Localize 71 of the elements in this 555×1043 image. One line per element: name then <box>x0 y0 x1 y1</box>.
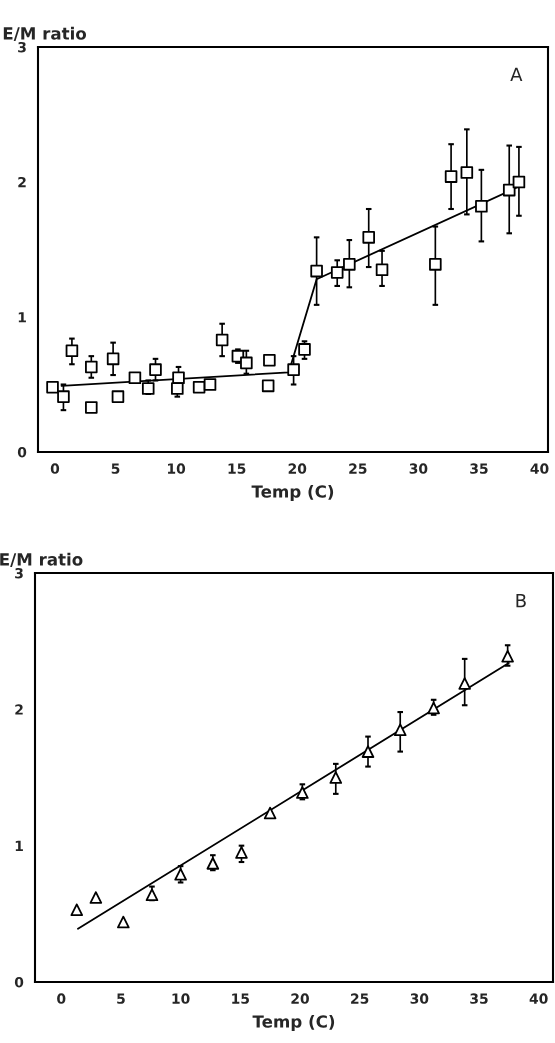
point <box>298 343 311 356</box>
point <box>263 353 276 367</box>
x-tick-label: 25 <box>349 463 367 474</box>
annotation: B <box>516 594 526 608</box>
y-tick-label: 2 <box>18 176 26 188</box>
point <box>512 175 526 189</box>
x-tick-label: 10 <box>168 463 186 474</box>
point <box>89 891 103 904</box>
point <box>393 723 407 737</box>
point <box>475 200 488 213</box>
point <box>330 266 344 279</box>
x-tick-label: 10 <box>172 993 190 1004</box>
point <box>106 352 120 366</box>
y-axis-title: E/M ratio <box>0 552 83 567</box>
point <box>57 390 70 403</box>
point <box>203 378 217 391</box>
point <box>70 903 84 917</box>
x-tick-label: 30 <box>410 993 429 1004</box>
point <box>240 356 253 370</box>
x-tick-label: 40 <box>530 463 549 474</box>
point <box>85 401 98 414</box>
point <box>460 166 474 179</box>
point <box>215 333 229 347</box>
y-tick-label: 3 <box>18 41 26 53</box>
x-tick-label: 15 <box>228 463 246 474</box>
point <box>235 846 248 859</box>
point <box>172 371 185 385</box>
x-tick-label: 5 <box>111 463 120 474</box>
point <box>149 363 162 376</box>
x-tick-label: 30 <box>409 463 428 474</box>
point <box>502 183 516 197</box>
x-tick-label: 35 <box>470 463 488 474</box>
y-tick-label: 1 <box>15 840 23 851</box>
x-tick-label: 20 <box>288 463 307 474</box>
y-tick-label: 3 <box>15 567 23 579</box>
point <box>128 371 142 385</box>
x-tick-label: 0 <box>50 463 60 474</box>
point <box>287 363 300 376</box>
x-tick-label: 15 <box>232 993 249 1004</box>
point <box>427 701 440 715</box>
point <box>429 258 442 271</box>
point <box>85 360 98 374</box>
point <box>65 344 79 358</box>
x-tick-label: 35 <box>470 993 488 1004</box>
x-tick-label: 5 <box>117 993 125 1004</box>
point <box>343 258 356 271</box>
point <box>501 649 514 663</box>
point <box>310 264 323 278</box>
x-axis-title: Temp (C) <box>251 484 334 502</box>
point <box>263 806 277 820</box>
x-tick-label: 25 <box>351 993 369 1004</box>
y-tick-label: 2 <box>15 704 23 715</box>
point <box>375 263 389 277</box>
point <box>444 170 458 183</box>
x-tick-label: 0 <box>57 993 66 1004</box>
x-axis-title: Temp (C) <box>252 1014 335 1032</box>
x-tick-label: 20 <box>291 993 309 1004</box>
point <box>362 231 375 244</box>
point <box>111 390 125 403</box>
point <box>329 771 343 784</box>
y-tick-label: 0 <box>14 976 24 988</box>
y-axis-title: E/M ratio <box>3 26 87 42</box>
point <box>261 379 275 393</box>
point <box>46 380 59 394</box>
x-tick-label: 40 <box>529 993 548 1004</box>
point <box>458 677 471 690</box>
point <box>361 745 375 758</box>
y-tick-label: 1 <box>18 312 26 323</box>
y-tick-label: 0 <box>17 446 27 458</box>
point <box>117 915 130 929</box>
annotation: A <box>510 67 523 81</box>
